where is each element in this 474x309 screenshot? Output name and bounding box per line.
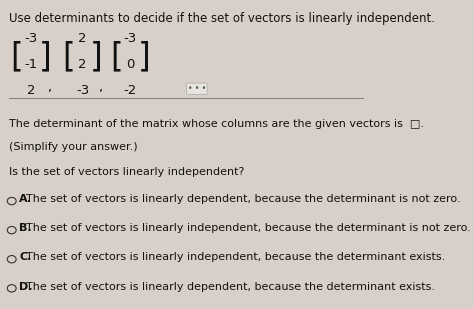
Text: [: [	[62, 40, 75, 73]
Text: 0: 0	[126, 58, 135, 71]
Text: -3: -3	[76, 84, 89, 97]
Text: The determinant of the matrix whose columns are the given vectors is  □.: The determinant of the matrix whose colu…	[9, 119, 424, 129]
Text: ]: ]	[38, 40, 51, 73]
Text: -2: -2	[124, 84, 137, 97]
Text: • • •: • • •	[188, 84, 206, 93]
Text: The set of vectors is linearly dependent, because the determinant is not zero.: The set of vectors is linearly dependent…	[27, 194, 461, 204]
Text: A.: A.	[19, 194, 32, 204]
Text: -3: -3	[24, 32, 37, 45]
Text: 2: 2	[27, 84, 35, 97]
Text: [: [	[10, 40, 23, 73]
Text: [: [	[110, 40, 123, 73]
Text: The set of vectors is linearly independent, because the determinant is not zero.: The set of vectors is linearly independe…	[27, 223, 471, 233]
Text: 2: 2	[78, 32, 87, 45]
Text: C.: C.	[19, 252, 31, 262]
Text: Is the set of vectors linearly independent?: Is the set of vectors linearly independe…	[9, 167, 244, 177]
Text: -1: -1	[24, 58, 37, 71]
Text: ]: ]	[138, 40, 151, 73]
Text: Use determinants to decide if the set of vectors is linearly independent.: Use determinants to decide if the set of…	[9, 12, 435, 25]
Text: -3: -3	[124, 32, 137, 45]
Text: B.: B.	[19, 223, 32, 233]
Text: 2: 2	[78, 58, 87, 71]
Text: ]: ]	[90, 40, 103, 73]
Text: D.: D.	[19, 281, 33, 292]
Text: The set of vectors is linearly independent, because the determinant exists.: The set of vectors is linearly independe…	[27, 252, 446, 262]
Text: (Simplify your answer.): (Simplify your answer.)	[9, 142, 137, 152]
Text: ,: ,	[46, 81, 51, 94]
Text: The set of vectors is linearly dependent, because the determinant exists.: The set of vectors is linearly dependent…	[27, 281, 436, 292]
Text: ,: ,	[98, 81, 102, 94]
